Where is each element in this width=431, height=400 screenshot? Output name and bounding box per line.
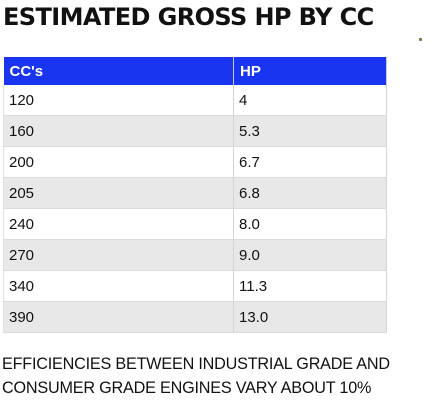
cell-cc: 240: [3, 208, 234, 240]
decorative-speck: [419, 38, 422, 41]
cell-cc: 200: [3, 146, 234, 178]
note-line-1: EFFICIENCIES BETWEEN INDUSTRIAL GRADE AN…: [2, 355, 390, 373]
header-cc: CC's: [3, 57, 234, 85]
cell-hp: 9.0: [233, 239, 387, 271]
note-line-2: CONSUMER GRADE ENGINES VARY ABOUT 10%: [2, 379, 372, 397]
table-row: 390 13.0: [3, 301, 387, 333]
cell-hp: 4: [233, 85, 387, 116]
cell-cc: 205: [3, 177, 234, 209]
table-header-row: CC's HP: [3, 57, 387, 85]
cell-cc: 160: [3, 115, 234, 147]
table-row: 340 11.3: [3, 270, 387, 302]
page-title: ESTIMATED GROSS HP BY CC: [3, 3, 374, 31]
cell-cc: 270: [3, 239, 234, 271]
table-row: 240 8.0: [3, 208, 387, 240]
table-row: 200 6.7: [3, 146, 387, 178]
cell-cc: 120: [3, 85, 234, 116]
cell-hp: 8.0: [233, 208, 387, 240]
cell-cc: 390: [3, 301, 234, 333]
hp-by-cc-table: CC's HP 120 4 160 5.3 200 6.7 205 6.8 24…: [3, 57, 387, 333]
header-hp: HP: [233, 57, 387, 85]
cell-hp: 13.0: [233, 301, 387, 333]
cell-hp: 5.3: [233, 115, 387, 147]
table-row: 270 9.0: [3, 239, 387, 271]
table-row: 160 5.3: [3, 115, 387, 147]
cell-hp: 11.3: [233, 270, 387, 302]
cell-hp: 6.7: [233, 146, 387, 178]
cell-hp: 6.8: [233, 177, 387, 209]
table-row: 205 6.8: [3, 177, 387, 209]
efficiency-note: EFFICIENCIES BETWEEN INDUSTRIAL GRADE AN…: [2, 352, 430, 400]
table-row: 120 4: [3, 85, 387, 116]
cell-cc: 340: [3, 270, 234, 302]
